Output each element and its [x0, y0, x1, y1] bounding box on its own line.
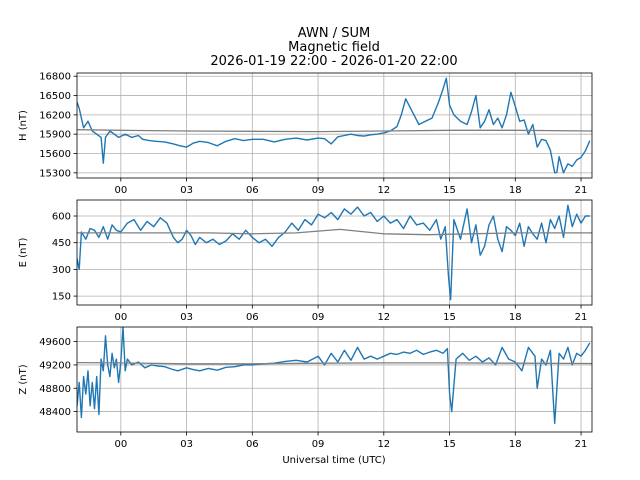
y-tick-label: 16500	[39, 91, 71, 102]
data-line-e	[77, 204, 590, 301]
figure-title-quantity: Magnetic field	[288, 40, 380, 55]
y-axis-label-h: H (nT)	[18, 110, 29, 141]
x-tick-label: 12	[377, 312, 390, 323]
x-tick-label: 00	[114, 185, 127, 196]
x-tick-label: 21	[575, 312, 588, 323]
baseline-line-h	[77, 129, 592, 133]
x-tick-label: 12	[377, 185, 390, 196]
data-line-z	[77, 327, 591, 424]
y-tick-label: 450	[52, 238, 71, 249]
baseline-line-e	[77, 228, 592, 236]
y-tick-label: 49200	[39, 360, 71, 371]
x-tick-label: 09	[312, 185, 325, 196]
x-tick-label: 18	[509, 439, 522, 450]
y-tick-label: 15900	[39, 130, 71, 141]
x-tick-label: 06	[246, 185, 259, 196]
x-tick-label: 00	[114, 439, 127, 450]
panels: 00 03 06 09 12 15 18 21153001560015900162001650…	[18, 72, 593, 450]
x-tick-label: 21	[575, 439, 588, 450]
x-tick-label: 15	[443, 439, 456, 450]
y-tick-label: 16200	[39, 110, 71, 121]
figure-title-time-range: 2026-01-19 22:00 - 2026-01-20 22:00	[210, 54, 457, 69]
y-tick-label: 300	[52, 265, 71, 276]
x-tick-label: 03	[180, 439, 193, 450]
x-tick-label: 09	[312, 312, 325, 323]
y-tick-label: 150	[52, 292, 71, 303]
axes-frame-e	[76, 199, 593, 306]
grid-z	[77, 327, 592, 432]
x-tick-label: 03	[180, 185, 193, 196]
y-tick-label: 15300	[39, 168, 71, 179]
panel-h: 00 03 06 09 12 15 18 21 15300 15600 15900 16200 1650…	[18, 72, 593, 196]
y-axis-label-e: E (nT)	[18, 238, 29, 268]
baseline-line-z	[77, 361, 592, 365]
y-tick-label: 600	[52, 212, 71, 223]
x-tick-label: 18	[509, 312, 522, 323]
x-tick-label: 06	[246, 439, 259, 450]
x-tick-label: 15	[443, 185, 456, 196]
x-tick-label: 09	[312, 439, 325, 450]
y-tick-label: 16800	[39, 72, 71, 83]
y-tick-label: 15600	[39, 149, 71, 160]
x-tick-label: 12	[377, 439, 390, 450]
axes-frame-h	[76, 72, 593, 179]
x-tick-label: 00	[114, 312, 127, 323]
y-tick-label: 48400	[39, 407, 71, 418]
x-tick-label: 03	[180, 312, 193, 323]
x-tick-label: 21	[575, 185, 588, 196]
x-axis-label: Universal time (UTC)	[282, 455, 385, 466]
data-line-h	[77, 77, 591, 174]
x-tick-label: 15	[443, 312, 456, 323]
y-tick-label: 48800	[39, 384, 71, 395]
panel-e: 00 03 06 09 12 15 18 21 150 300 450 600 E (nT)	[18, 199, 593, 323]
y-axis-label-z: Z (nT)	[18, 364, 29, 394]
panel-z: 00 03 06 09 12 15 18 21 48400 48800 49200 49600 Z (n…	[18, 326, 593, 450]
y-tick-label: 49600	[39, 337, 71, 348]
axes-frame-z	[76, 326, 593, 433]
grid-h	[77, 73, 592, 178]
x-tick-label: 18	[509, 185, 522, 196]
figure-title-station: AWN / SUM	[298, 26, 370, 41]
x-tick-label: 06	[246, 312, 259, 323]
